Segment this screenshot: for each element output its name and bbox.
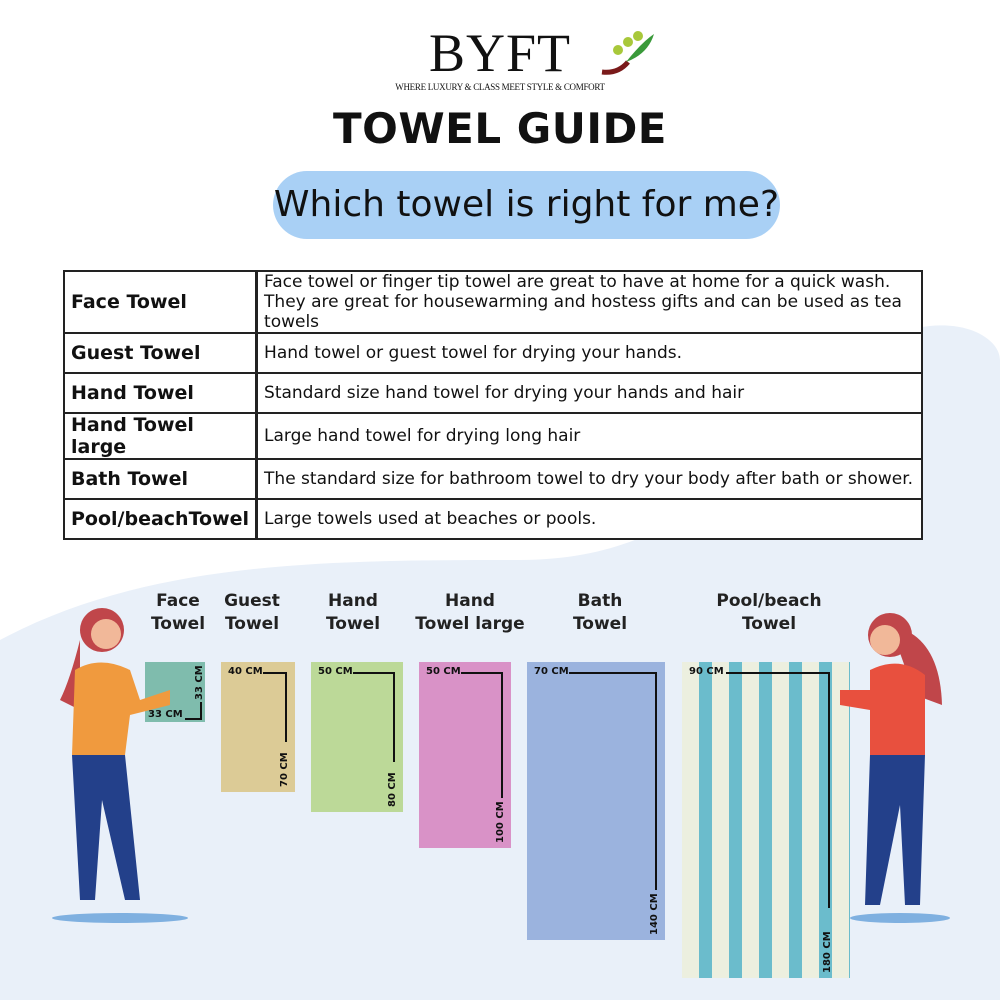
- towel-description: The standard size for bathroom towel to …: [255, 458, 924, 500]
- towel-description: Large hand towel for drying long hair: [255, 412, 924, 460]
- towel-name: Hand Towel: [63, 372, 259, 414]
- width-dimension: 90 CM: [689, 666, 724, 677]
- towel-label-line: Hand: [328, 591, 378, 611]
- towel-label: Guest Towel: [182, 590, 322, 636]
- measure-line: [461, 672, 501, 674]
- length-dimension: 100 CM: [495, 801, 506, 843]
- towel-swatch: [145, 662, 205, 722]
- towel-swatch: [311, 662, 403, 812]
- towel-name: Hand Towel large: [63, 412, 259, 460]
- towel-name: Pool/beachTowel: [63, 498, 259, 540]
- width-dimension: 70 CM: [534, 666, 569, 677]
- length-dimension: 140 CM: [649, 893, 660, 935]
- length-dimension: 70 CM: [279, 752, 290, 787]
- question-banner: Which towel is right for me?: [273, 171, 780, 239]
- towel-label-line: Towel: [325, 614, 381, 634]
- towel-table: Face Towel Face towel or finger tip towel…: [63, 270, 924, 540]
- towel-label: Bath Towel: [530, 590, 670, 636]
- towel-description: Large towels used at beaches or pools.: [255, 498, 924, 540]
- towel-label: Pool/beach Towel: [699, 590, 839, 636]
- width-dimension: 50 CM: [426, 666, 461, 677]
- measure-line: [353, 672, 393, 674]
- measure-line: [200, 702, 202, 720]
- table-row: Pool/beachTowel Large towels used at beac…: [63, 498, 924, 540]
- measure-line: [828, 672, 830, 908]
- table-row: Guest Towel Hand towel or guest towel for…: [63, 332, 924, 374]
- towel-swatch: [682, 662, 850, 978]
- woman-left-illustration: [52, 608, 188, 923]
- table-row: Hand Towel large Large hand towel for dry…: [63, 412, 924, 460]
- towel-description: Hand towel or guest towel for drying you…: [255, 332, 924, 374]
- towel-label-line: Towel: [150, 614, 206, 634]
- table-row: Face Towel Face towel or finger tip towel…: [63, 270, 924, 334]
- brand-tagline: WHERE LUXURY & CLASS MEET STYLE & COMFOR…: [395, 82, 605, 92]
- towel-label-line: Bath: [577, 591, 623, 611]
- towel-label-line: Hand: [445, 591, 495, 611]
- measure-line: [726, 672, 828, 674]
- measure-line: [393, 672, 395, 762]
- description-line: They are great for housewarming and host…: [264, 292, 902, 332]
- towel-label-line: Towel: [741, 614, 797, 634]
- towel-description: Standard size hand towel for drying your…: [255, 372, 924, 414]
- width-dimension: 33 CM: [148, 709, 183, 720]
- width-dimension: 40 CM: [228, 666, 263, 677]
- measure-line: [185, 718, 201, 720]
- towel-description: Face towel or finger tip towel are great…: [255, 270, 924, 334]
- towel-label-line: Towel large: [415, 614, 525, 634]
- measure-line: [501, 672, 503, 798]
- brand-logo: BYFT: [428, 23, 572, 83]
- table-row: Bath Towel The standard size for bathroom…: [63, 458, 924, 500]
- towel-label: Hand Towel: [283, 590, 423, 636]
- towel-name: Bath Towel: [63, 458, 259, 500]
- length-dimension: 180 CM: [822, 931, 833, 973]
- page-title: TOWEL GUIDE: [332, 104, 667, 153]
- towel-swatch: [221, 662, 295, 792]
- towel-label-line: Towel: [224, 614, 280, 634]
- towel-swatch: [527, 662, 665, 940]
- towel-label-line: Pool/beach: [716, 591, 822, 611]
- measure-line: [569, 672, 655, 674]
- leaf-logo-icon: [601, 31, 654, 75]
- towel-label: Hand Towel large: [400, 590, 540, 636]
- measure-line: [655, 672, 657, 890]
- towel-label-line: Face: [156, 591, 200, 611]
- measure-line: [263, 672, 285, 674]
- width-dimension: 50 CM: [318, 666, 353, 677]
- towel-name: Guest Towel: [63, 332, 259, 374]
- table-row: Hand Towel Standard size hand towel for d…: [63, 372, 924, 414]
- towel-name: Face Towel: [63, 270, 259, 334]
- woman-right-illustration: [840, 613, 950, 923]
- measure-line: [285, 672, 287, 742]
- towel-swatch: [419, 662, 511, 848]
- length-dimension: 80 CM: [387, 772, 398, 807]
- towel-label: Face Towel: [108, 590, 248, 636]
- towel-label-line: Guest: [224, 591, 280, 611]
- description-line: Face towel or finger tip towel are great…: [264, 272, 891, 292]
- towel-label-line: Towel: [572, 614, 628, 634]
